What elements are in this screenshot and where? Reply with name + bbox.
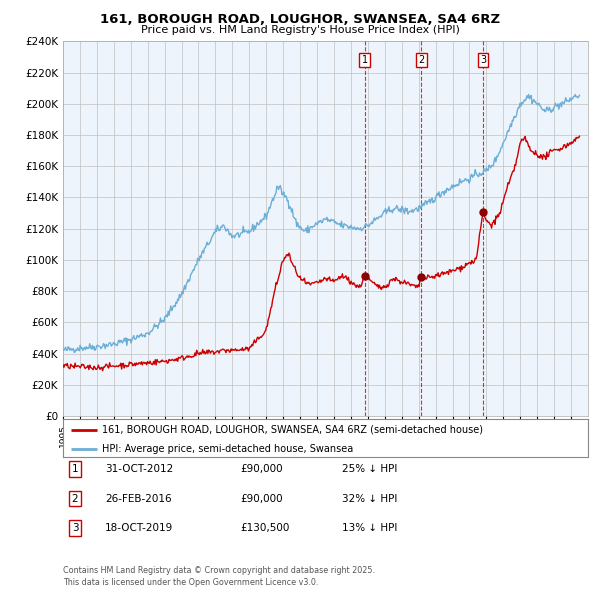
Text: 3: 3 — [480, 55, 486, 65]
Text: HPI: Average price, semi-detached house, Swansea: HPI: Average price, semi-detached house,… — [103, 444, 353, 454]
Text: 1: 1 — [71, 464, 79, 474]
Text: 31-OCT-2012: 31-OCT-2012 — [105, 464, 173, 474]
Text: 2: 2 — [71, 494, 79, 503]
Text: £90,000: £90,000 — [240, 464, 283, 474]
Text: 161, BOROUGH ROAD, LOUGHOR, SWANSEA, SA4 6RZ (semi-detached house): 161, BOROUGH ROAD, LOUGHOR, SWANSEA, SA4… — [103, 425, 484, 435]
Text: 13% ↓ HPI: 13% ↓ HPI — [342, 523, 397, 533]
Text: 2: 2 — [418, 55, 424, 65]
Text: 3: 3 — [71, 523, 79, 533]
Text: 1: 1 — [362, 55, 368, 65]
Text: Contains HM Land Registry data © Crown copyright and database right 2025.
This d: Contains HM Land Registry data © Crown c… — [63, 566, 375, 587]
Text: £130,500: £130,500 — [240, 523, 289, 533]
Text: 161, BOROUGH ROAD, LOUGHOR, SWANSEA, SA4 6RZ: 161, BOROUGH ROAD, LOUGHOR, SWANSEA, SA4… — [100, 13, 500, 26]
Text: 25% ↓ HPI: 25% ↓ HPI — [342, 464, 397, 474]
Text: 32% ↓ HPI: 32% ↓ HPI — [342, 494, 397, 503]
Text: Price paid vs. HM Land Registry's House Price Index (HPI): Price paid vs. HM Land Registry's House … — [140, 25, 460, 35]
Text: 18-OCT-2019: 18-OCT-2019 — [105, 523, 173, 533]
Text: 26-FEB-2016: 26-FEB-2016 — [105, 494, 172, 503]
Text: £90,000: £90,000 — [240, 494, 283, 503]
